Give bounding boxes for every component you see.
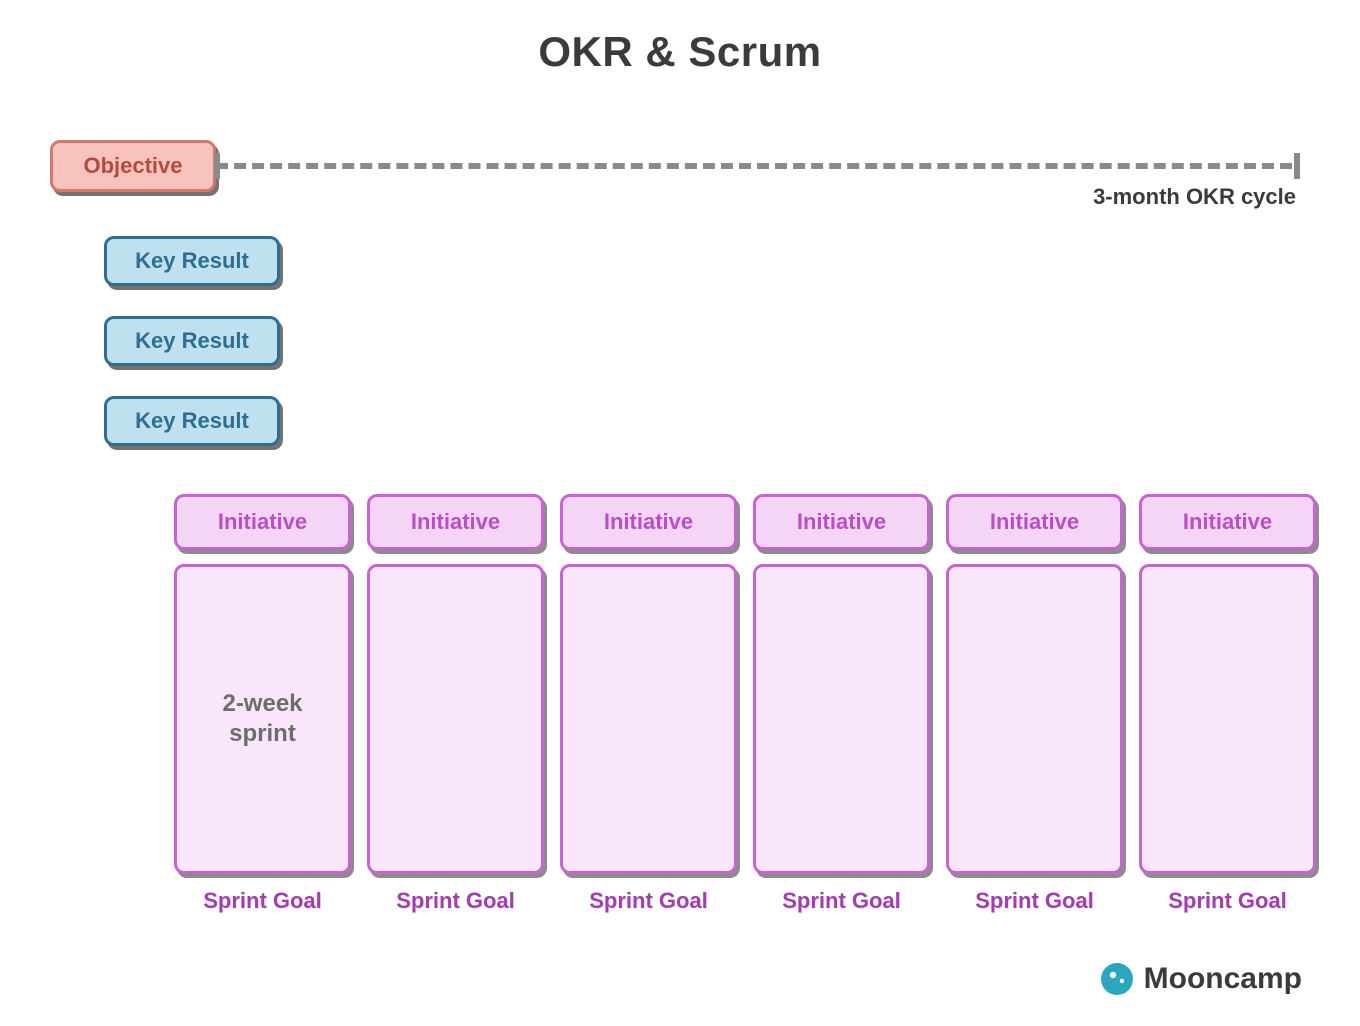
initiative-label: Initiative — [990, 509, 1079, 535]
initiative-label: Initiative — [218, 509, 307, 535]
key-result-box: Key Result — [104, 316, 280, 366]
initiative-label: Initiative — [797, 509, 886, 535]
sprint-goal-label: Sprint Goal — [560, 888, 737, 914]
initiative-box: Initiative — [1139, 494, 1316, 550]
sprint-box — [1139, 564, 1316, 874]
key-result-box: Key Result — [104, 396, 280, 446]
brand-name: Mooncamp — [1144, 962, 1302, 996]
sprint-box — [753, 564, 930, 874]
initiative-column: Initiative Sprint Goal — [367, 494, 544, 914]
initiative-box: Initiative — [946, 494, 1123, 550]
diagram-canvas: OKR & Scrum Objective 3-month OKR cycle … — [0, 0, 1360, 1026]
initiative-box: Initiative — [560, 494, 737, 550]
initiative-column: Initiative Sprint Goal — [753, 494, 930, 914]
initiative-column: Initiative Sprint Goal — [1139, 494, 1316, 914]
initiative-box: Initiative — [753, 494, 930, 550]
sprint-goal-label: Sprint Goal — [1139, 888, 1316, 914]
initiative-column: Initiative 2-week sprint Sprint Goal — [174, 494, 351, 914]
sprint-label: 2-week sprint — [222, 689, 302, 749]
key-result-box: Key Result — [104, 236, 280, 286]
objective-label: Objective — [83, 153, 182, 179]
initiative-column: Initiative Sprint Goal — [560, 494, 737, 914]
sprint-box: 2-week sprint — [174, 564, 351, 874]
initiative-label: Initiative — [411, 509, 500, 535]
diagram-title: OKR & Scrum — [0, 28, 1360, 76]
mooncamp-icon — [1100, 962, 1134, 996]
sprint-goal-label: Sprint Goal — [946, 888, 1123, 914]
timeline-label: 3-month OKR cycle — [1093, 184, 1296, 210]
brand-logo: Mooncamp — [1100, 962, 1302, 996]
timeline-end-cap — [1294, 153, 1300, 179]
initiative-label: Initiative — [1183, 509, 1272, 535]
key-result-label: Key Result — [135, 328, 249, 354]
sprint-goal-label: Sprint Goal — [753, 888, 930, 914]
sprint-goal-label: Sprint Goal — [174, 888, 351, 914]
initiative-box: Initiative — [367, 494, 544, 550]
sprint-box — [560, 564, 737, 874]
initiatives-row: Initiative2-week sprintSprint GoalInitia… — [174, 494, 1316, 914]
initiative-column: Initiative Sprint Goal — [946, 494, 1123, 914]
sprint-goal-label: Sprint Goal — [367, 888, 544, 914]
key-result-label: Key Result — [135, 248, 249, 274]
objective-box: Objective — [50, 140, 216, 192]
sprint-box — [946, 564, 1123, 874]
timeline-dashed-line — [216, 163, 1292, 169]
sprint-box — [367, 564, 544, 874]
initiative-label: Initiative — [604, 509, 693, 535]
initiative-box: Initiative — [174, 494, 351, 550]
key-result-label: Key Result — [135, 408, 249, 434]
